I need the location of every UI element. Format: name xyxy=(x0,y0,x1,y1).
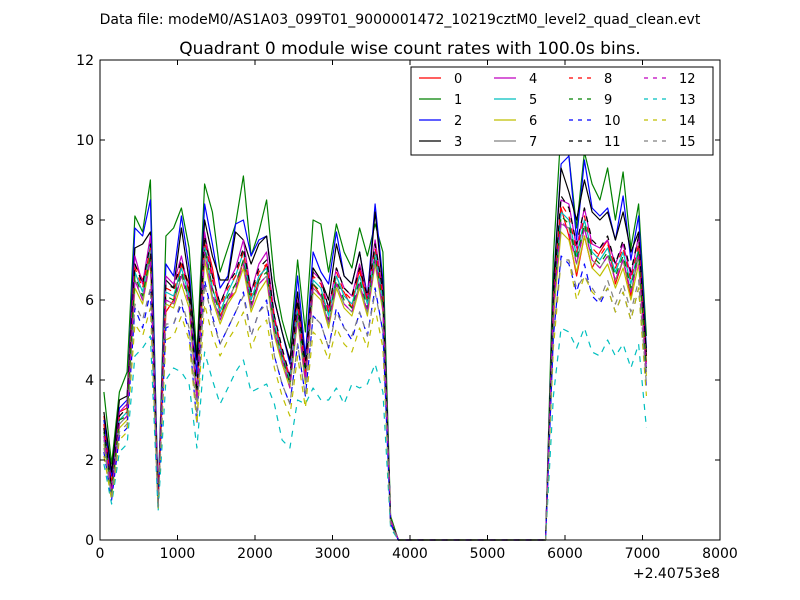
legend-label-4: 4 xyxy=(529,72,537,87)
legend-label-9: 9 xyxy=(604,93,612,108)
y-tick-label: 8 xyxy=(85,213,94,229)
series-line-14 xyxy=(103,259,647,541)
y-tick-label: 2 xyxy=(85,453,94,469)
legend-label-3: 3 xyxy=(454,135,462,150)
series-line-15 xyxy=(103,259,647,541)
y-tick-label: 4 xyxy=(85,373,94,389)
axis-ticks-group: 0 1000 2000 3000 4000 5000 6000 7000 80000246810… xyxy=(76,53,738,562)
x-offset-label: +2.40753e8 xyxy=(633,566,720,582)
legend-label-6: 6 xyxy=(529,114,537,129)
x-tick-label: 3000 xyxy=(315,546,351,562)
series-line-11 xyxy=(103,195,647,541)
series-line-8 xyxy=(103,203,647,541)
legend-label-12: 12 xyxy=(679,72,696,87)
legend-label-13: 13 xyxy=(679,93,696,108)
y-tick-label: 12 xyxy=(76,53,94,69)
series-line-10 xyxy=(103,255,647,541)
y-tick-label: 6 xyxy=(85,293,94,309)
legend-label-11: 11 xyxy=(604,135,621,150)
legend-label-14: 14 xyxy=(679,114,696,129)
legend-label-10: 10 xyxy=(604,114,621,129)
y-tick-label: 10 xyxy=(76,133,94,149)
figure-suptitle: Data file: modeM0/AS1A03_099T01_90000014… xyxy=(100,12,701,28)
series-line-6 xyxy=(103,231,647,541)
x-tick-label: 8000 xyxy=(702,546,738,562)
x-tick-label: 7000 xyxy=(625,546,661,562)
legend-label-8: 8 xyxy=(604,72,612,87)
y-tick-label: 0 xyxy=(85,533,94,549)
x-tick-label: 1000 xyxy=(160,546,196,562)
series-line-1 xyxy=(103,127,647,541)
x-tick-label: 5000 xyxy=(470,546,506,562)
legend-label-5: 5 xyxy=(529,93,537,108)
series-line-7 xyxy=(103,223,647,541)
plot-series-group xyxy=(103,127,647,541)
legend-box xyxy=(410,66,714,156)
x-tick-label: 4000 xyxy=(392,546,428,562)
legend-label-1: 1 xyxy=(454,93,462,108)
legend-label-15: 15 xyxy=(679,135,696,150)
x-tick-label: 6000 xyxy=(547,546,583,562)
x-tick-label: 2000 xyxy=(237,546,273,562)
legend-label-2: 2 xyxy=(454,114,462,129)
x-tick-label: 0 xyxy=(96,546,105,562)
series-line-2 xyxy=(103,155,647,541)
chart-title: Quadrant 0 module wise count rates with … xyxy=(179,39,640,59)
legend-label-7: 7 xyxy=(529,135,537,150)
legend-label-0: 0 xyxy=(454,72,462,87)
